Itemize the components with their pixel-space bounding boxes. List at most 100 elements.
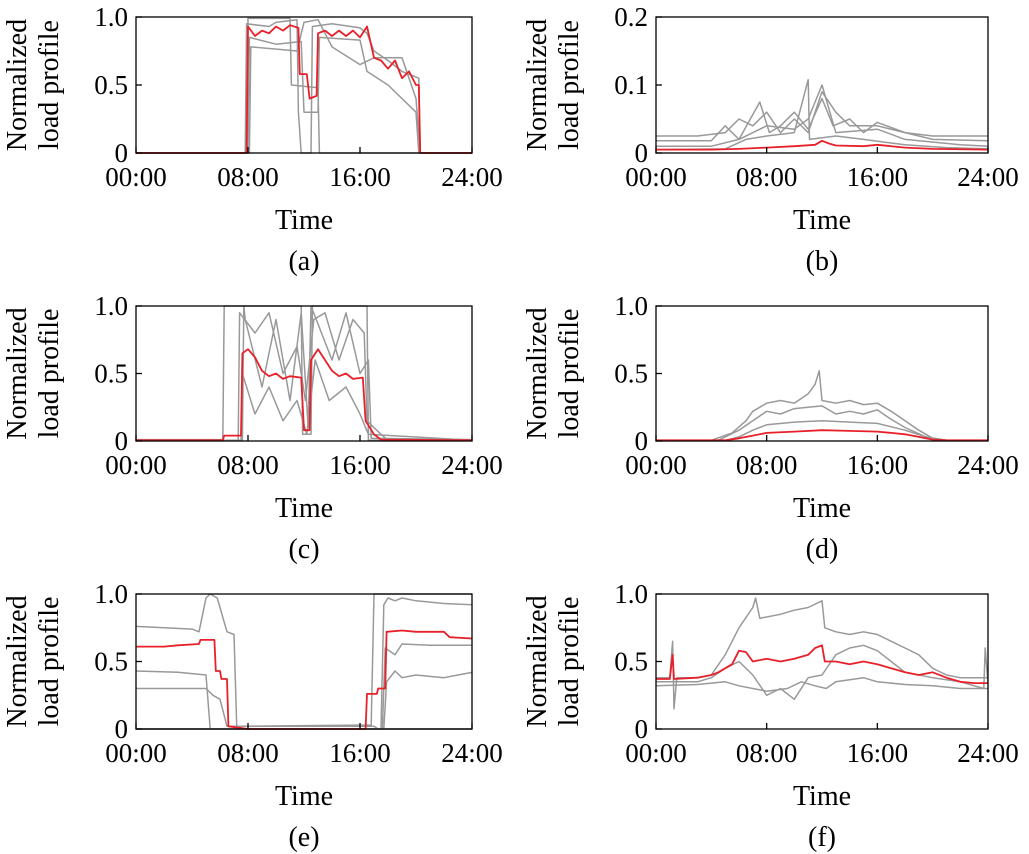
y-tick-label: 0.1 <box>614 70 648 100</box>
y-tick-label: 1.0 <box>94 579 128 609</box>
x-axis-title: Time <box>275 781 333 812</box>
y-axis-title-line-0: Normalized <box>522 19 553 151</box>
plot-frame <box>135 16 473 154</box>
chart-panel-4: 00:00 08:00 16:00 24:00 0 0.5 1.0 Time Normalize… <box>2 579 503 853</box>
series-line-0 <box>136 593 472 730</box>
series-line-4 <box>136 24 472 154</box>
panel-caption: (b) <box>806 246 839 277</box>
x-axis-title: Time <box>793 781 851 812</box>
chart-panel-1: 00:00 08:00 16:00 24:00 0 0.1 0.2 Time Normalize… <box>522 2 1019 277</box>
y-tick-label: 1.0 <box>614 579 648 609</box>
y-tick-label: 0.5 <box>94 359 128 389</box>
series-line-1 <box>136 17 472 154</box>
series-line-2 <box>656 84 988 147</box>
x-tick-label: 16:00 <box>329 738 391 768</box>
series-line-5 <box>136 643 472 730</box>
series-line-3 <box>136 305 472 442</box>
x-tick-label: 16:00 <box>847 162 909 192</box>
x-tick-label: 08:00 <box>217 450 279 480</box>
y-axis-title-line-1: load profile <box>34 20 65 150</box>
y-tick-label: 0 <box>115 714 129 744</box>
x-axis-title: Time <box>275 493 333 524</box>
series-line-0 <box>656 370 988 442</box>
x-tick-label: 16:00 <box>847 738 909 768</box>
series-line-3 <box>136 18 472 154</box>
x-tick-label: 00:00 <box>105 162 167 192</box>
series-line-2 <box>136 687 472 730</box>
x-tick-label: 08:00 <box>217 162 279 192</box>
series-line-3 <box>136 593 472 730</box>
x-tick-label: 24:00 <box>957 450 1019 480</box>
y-tick-label: 1.0 <box>94 291 128 321</box>
series-line-1 <box>656 97 988 142</box>
x-tick-label: 24:00 <box>441 162 503 192</box>
series-line-0 <box>136 18 472 154</box>
panel-caption: (f) <box>808 822 836 853</box>
y-axis-title-line-1: load profile <box>554 597 585 727</box>
y-tick-label: 0 <box>635 138 649 168</box>
y-axis-title-line-0: Normalized <box>522 307 553 439</box>
series-line-1 <box>136 670 472 730</box>
x-tick-label: 00:00 <box>105 450 167 480</box>
y-tick-label: 0.5 <box>614 647 648 677</box>
y-tick-label: 0 <box>115 426 129 456</box>
x-tick-label: 00:00 <box>625 162 687 192</box>
series-line-2 <box>136 36 472 154</box>
y-axis-title-line-1: load profile <box>554 20 585 150</box>
series-line-0 <box>656 597 988 710</box>
y-axis-title-line-0: Normalized <box>2 595 33 727</box>
series-group <box>656 78 988 151</box>
series-line-4 <box>136 348 472 442</box>
series-line-1 <box>656 644 988 701</box>
series-line-3 <box>656 78 988 151</box>
x-axis-title: Time <box>793 493 851 524</box>
y-tick-label: 0.5 <box>94 647 128 677</box>
chart-panel-5: 00:00 08:00 16:00 24:00 0 0.5 1.0 Time Normalize… <box>522 579 1019 853</box>
series-line-3 <box>656 644 988 684</box>
series-group <box>136 593 472 730</box>
y-axis-title-line-1: load profile <box>554 309 585 439</box>
x-tick-label: 08:00 <box>736 162 798 192</box>
x-axis-title: Time <box>793 205 851 236</box>
y-tick-label: 1.0 <box>94 2 128 32</box>
panel-caption: (c) <box>288 534 319 565</box>
panel-caption: (e) <box>288 822 319 853</box>
y-tick-label: 0.5 <box>614 359 648 389</box>
y-axis-title-line-0: Normalized <box>522 595 553 727</box>
plot-frame <box>655 593 989 730</box>
x-tick-label: 16:00 <box>847 450 909 480</box>
y-tick-label: 0 <box>635 426 649 456</box>
series-group <box>136 305 472 442</box>
x-tick-label: 16:00 <box>329 450 391 480</box>
x-tick-label: 24:00 <box>441 450 503 480</box>
series-line-4 <box>136 597 472 730</box>
series-line-4 <box>656 139 988 151</box>
y-tick-label: 0.5 <box>94 70 128 100</box>
x-tick-label: 00:00 <box>625 738 687 768</box>
series-group <box>656 370 988 442</box>
plot-frame <box>135 593 473 730</box>
x-tick-label: 24:00 <box>957 162 1019 192</box>
series-line-2 <box>656 676 988 692</box>
y-tick-label: 0 <box>635 714 649 744</box>
series-group <box>136 17 472 154</box>
x-axis-title: Time <box>275 205 333 236</box>
panel-caption: (d) <box>806 534 839 565</box>
x-tick-label: 16:00 <box>329 162 391 192</box>
y-axis-title-line-1: load profile <box>34 597 65 727</box>
series-line-2 <box>656 420 988 442</box>
x-tick-label: 24:00 <box>441 738 503 768</box>
series-line-1 <box>656 405 988 442</box>
y-axis-title-line-1: load profile <box>34 309 65 439</box>
x-tick-label: 00:00 <box>105 738 167 768</box>
y-tick-label: 0 <box>115 138 129 168</box>
x-tick-label: 24:00 <box>957 738 1019 768</box>
y-tick-label: 0.2 <box>614 2 648 32</box>
x-tick-label: 08:00 <box>736 738 798 768</box>
x-tick-label: 08:00 <box>736 450 798 480</box>
y-axis-title-line-0: Normalized <box>2 19 33 151</box>
series-group <box>656 597 988 710</box>
chart-panel-2: 00:00 08:00 16:00 24:00 0 0.5 1.0 Time Normalize… <box>2 291 503 565</box>
series-line-6 <box>136 670 472 730</box>
